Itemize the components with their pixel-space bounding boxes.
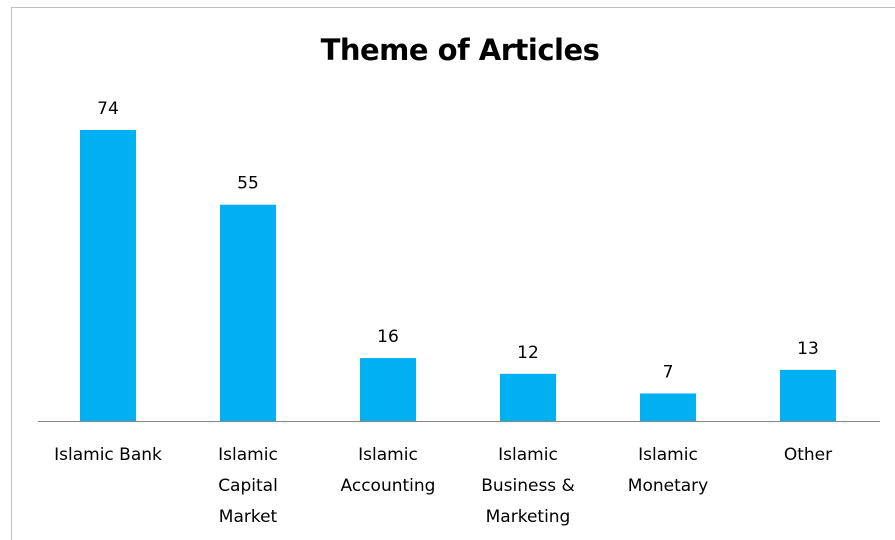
x-tick-label-3: Islamic Business & Marketing bbox=[481, 445, 575, 527]
bars-group bbox=[80, 130, 836, 421]
x-tick-label-line: Islamic bbox=[218, 445, 278, 465]
x-tick-label-line: Monetary bbox=[628, 476, 708, 496]
bar-4 bbox=[640, 393, 696, 421]
x-tick-label-2: Islamic Accounting bbox=[341, 445, 436, 496]
chart-title: Theme of Articles bbox=[320, 33, 600, 67]
x-tick-label-line: Capital bbox=[218, 476, 278, 496]
x-tick-label-line: Islamic bbox=[358, 445, 418, 465]
x-tick-label-1: Islamic Capital Market bbox=[218, 445, 278, 527]
x-tick-label-4: Islamic Monetary bbox=[628, 445, 708, 496]
x-tick-label-line: Accounting bbox=[341, 476, 436, 496]
x-tick-label-line: Other bbox=[784, 445, 832, 465]
x-tick-label-line: Market bbox=[219, 507, 278, 527]
chart-frame bbox=[11, 7, 895, 540]
x-tick-label-line: Islamic bbox=[498, 445, 558, 465]
data-label-1: 55 bbox=[237, 174, 259, 194]
bar-2 bbox=[360, 358, 416, 421]
data-label-2: 16 bbox=[377, 327, 399, 347]
x-tick-label-0: Islamic Bank bbox=[54, 445, 162, 465]
data-label-3: 12 bbox=[517, 343, 539, 363]
x-tick-label-line: Business & bbox=[481, 476, 575, 496]
x-tick-labels-group: Islamic Bank Islamic Capital Market Islamic A… bbox=[54, 445, 832, 527]
data-label-4: 7 bbox=[663, 362, 674, 382]
bar-0 bbox=[80, 130, 136, 421]
bar-5 bbox=[780, 369, 836, 421]
bar-1 bbox=[220, 204, 276, 421]
data-label-0: 74 bbox=[97, 99, 119, 119]
data-labels-group: 74 55 16 12 7 13 bbox=[97, 99, 819, 382]
data-label-5: 13 bbox=[797, 339, 819, 359]
bar-3 bbox=[500, 373, 556, 421]
x-tick-label-5: Other bbox=[784, 445, 832, 465]
x-tick-label-line: Islamic bbox=[638, 445, 698, 465]
x-tick-label-line: Islamic Bank bbox=[54, 445, 162, 465]
x-tick-label-line: Marketing bbox=[486, 507, 571, 527]
